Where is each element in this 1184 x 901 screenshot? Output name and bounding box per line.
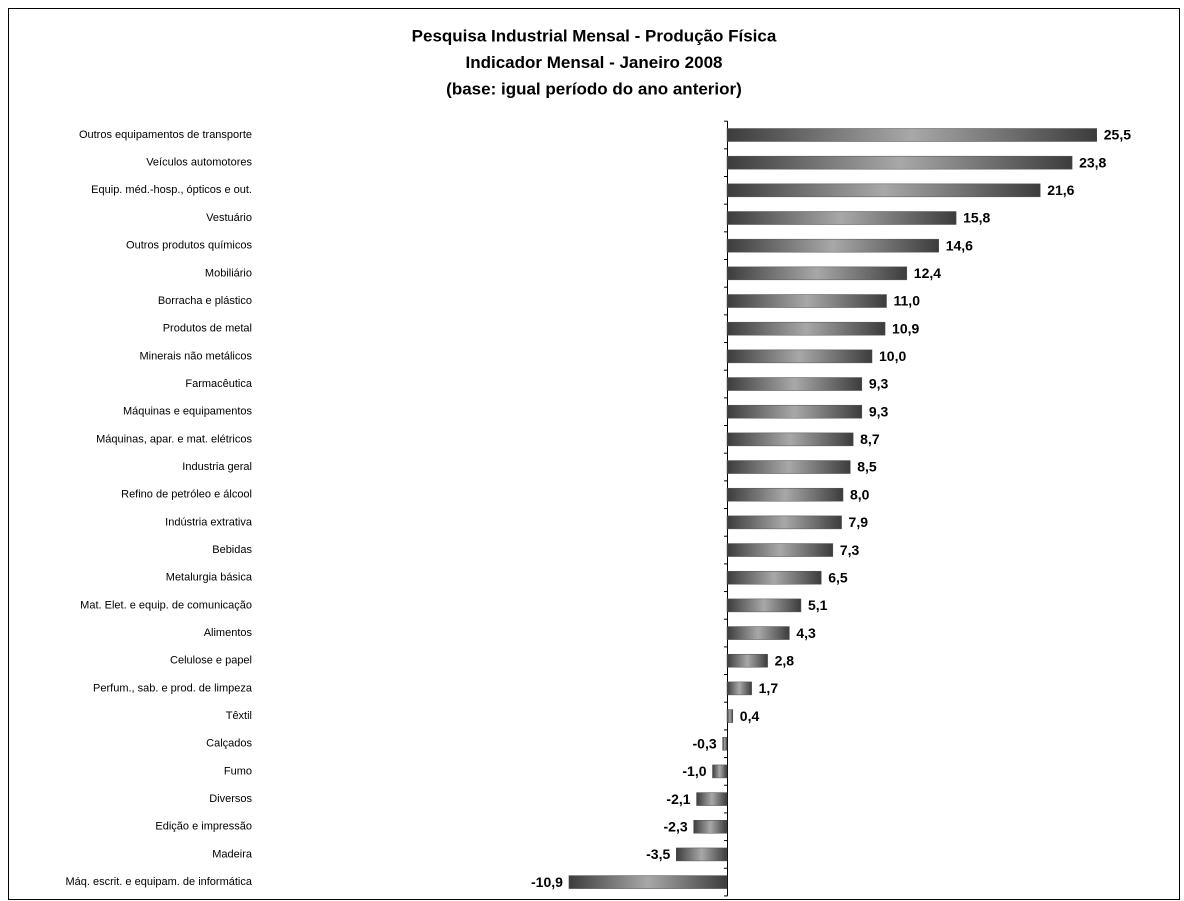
bar — [726, 404, 863, 419]
bar — [696, 792, 728, 806]
category-label: Refino de petróleo e álcool — [121, 489, 252, 501]
chart-title: (base: igual período do ano anterior) — [446, 79, 742, 98]
category-label: Madeira — [212, 848, 253, 860]
category-label: Alimentos — [204, 627, 253, 639]
bar — [726, 487, 844, 502]
value-label: -2,3 — [664, 818, 688, 834]
bar — [726, 321, 886, 336]
value-label: 4,3 — [796, 625, 816, 641]
bar — [726, 377, 863, 391]
value-label: 23,8 — [1079, 154, 1106, 170]
chart-title: Pesquisa Industrial Mensal - Produção Fí… — [412, 26, 777, 45]
value-label: 7,9 — [849, 514, 869, 530]
category-label: Máquinas, apar. e mat. elétricos — [96, 433, 252, 445]
category-label: Calçados — [206, 738, 252, 750]
bar — [726, 598, 802, 613]
category-label: Mat. Elet. e equip. de comunicação — [80, 599, 252, 611]
bar — [726, 543, 834, 557]
bar — [726, 515, 842, 530]
value-label: 1,7 — [759, 680, 779, 696]
bar — [726, 653, 768, 668]
value-label: 14,6 — [946, 237, 973, 253]
category-label: Celulose e papel — [170, 655, 252, 667]
value-label: -1,0 — [682, 763, 706, 779]
value-label: 2,8 — [775, 652, 795, 668]
value-label: 9,3 — [869, 403, 889, 419]
bar — [726, 211, 957, 225]
value-label: 7,3 — [840, 542, 860, 558]
category-label: Bebidas — [212, 544, 252, 556]
value-label: 0,4 — [740, 708, 760, 724]
value-label: 21,6 — [1047, 182, 1074, 198]
category-label: Equip. méd.-hosp., ópticos e out. — [91, 184, 252, 196]
value-label: 12,4 — [914, 265, 941, 281]
category-label: Diversos — [209, 793, 252, 805]
value-label: 10,9 — [892, 320, 919, 336]
category-label: Veículos automotores — [146, 157, 252, 169]
bar — [726, 294, 887, 308]
category-label: Industria geral — [182, 461, 252, 473]
category-label: Produtos de metal — [163, 323, 252, 335]
value-label: 5,1 — [808, 597, 828, 613]
value-label: 15,8 — [963, 210, 990, 226]
category-label: Máquinas e equipamentos — [123, 406, 253, 418]
bar — [726, 266, 908, 281]
bar — [726, 155, 1073, 170]
chart-title: Indicador Mensal - Janeiro 2008 — [466, 53, 723, 72]
bar — [726, 128, 1097, 142]
category-label: Indústria extrativa — [165, 516, 253, 528]
category-label: Vestuário — [206, 212, 252, 224]
value-label: 8,5 — [857, 459, 877, 475]
category-label: Mobiliário — [205, 267, 252, 279]
category-label: Outros equipamentos de transporte — [79, 129, 252, 141]
bar — [722, 736, 728, 751]
bar — [693, 820, 728, 834]
value-label: 10,0 — [879, 348, 906, 364]
value-label: 25,5 — [1104, 127, 1131, 143]
bar — [726, 709, 734, 723]
value-label: -3,5 — [646, 846, 670, 862]
chart-border — [8, 8, 1180, 900]
bar — [726, 238, 939, 253]
category-label: Farmacêutica — [185, 378, 253, 390]
bar — [726, 432, 854, 447]
bar — [726, 570, 822, 585]
category-label: Minerais não metálicos — [140, 350, 253, 362]
value-label: -0,3 — [693, 735, 717, 751]
bar — [568, 875, 728, 889]
value-label: 8,7 — [860, 431, 880, 447]
category-label: Borracha e plástico — [158, 295, 252, 307]
value-label: -2,1 — [666, 791, 690, 807]
bar — [726, 626, 790, 640]
value-label: -10,9 — [531, 874, 563, 890]
category-label: Têxtil — [226, 710, 252, 722]
value-label: 11,0 — [894, 293, 921, 309]
value-label: 8,0 — [850, 486, 870, 502]
bar — [676, 847, 728, 862]
category-label: Perfum., sab. e prod. de limpeza — [93, 682, 253, 694]
category-label: Edição e impressão — [155, 821, 252, 833]
bar — [726, 460, 851, 474]
category-label: Outros produtos químicos — [126, 240, 252, 252]
bar — [712, 764, 728, 779]
bar — [726, 349, 873, 364]
category-label: Máq. escrit. e equipam. de informática — [66, 876, 253, 888]
category-label: Fumo — [224, 765, 252, 777]
bar — [726, 681, 752, 696]
value-label: 6,5 — [828, 569, 848, 585]
bar — [726, 183, 1041, 198]
value-label: 9,3 — [869, 376, 889, 392]
category-label: Metalurgia básica — [166, 572, 253, 584]
